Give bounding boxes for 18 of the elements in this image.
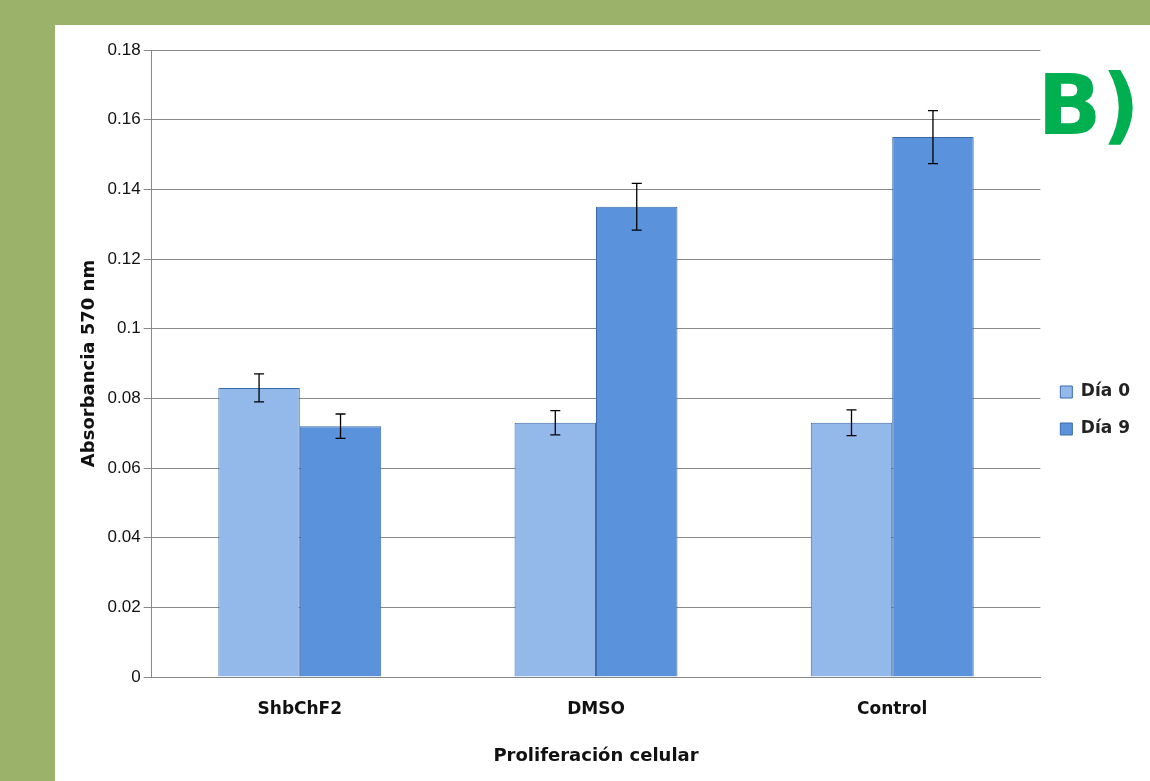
y-tick-label: 0.16: [107, 109, 141, 129]
x-tick-label: DMSO: [567, 697, 625, 718]
y-tick-label: 0.04: [107, 527, 141, 547]
y-tick-label: 0.06: [107, 457, 141, 477]
y-axis-title: Absorbancia 570 nm: [77, 259, 99, 468]
annotation: B): [1037, 55, 1140, 154]
x-axis-title: Proliferación celular: [493, 743, 699, 765]
x-tick-label: Control: [857, 697, 928, 718]
legend-label: Día 0: [1080, 380, 1131, 401]
y-tick-label: 0.08: [107, 388, 141, 408]
y-tick-label: 0.1: [117, 318, 141, 338]
y-tick-label: 0.18: [107, 39, 141, 59]
y-tick-label: 0.02: [107, 597, 141, 617]
legend-label: Día 9: [1080, 417, 1131, 438]
y-tick-label: 0.14: [107, 179, 141, 199]
y-tick-label: 0: [131, 666, 141, 686]
y-tick-label: 0.12: [107, 248, 141, 268]
x-tick-label: ShbChF2: [257, 697, 343, 718]
